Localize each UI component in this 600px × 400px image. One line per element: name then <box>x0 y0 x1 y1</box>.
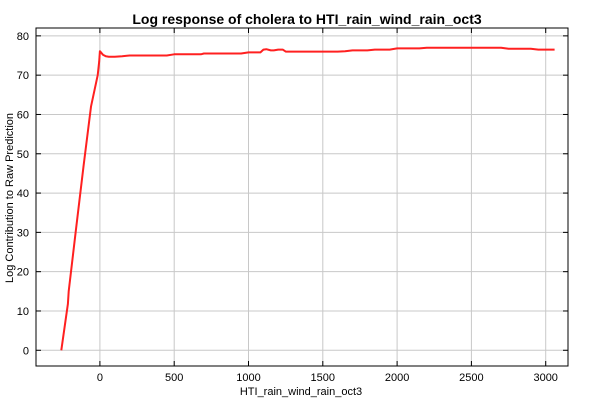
y-tick-label: 10 <box>17 306 29 318</box>
x-tick-label: 2500 <box>459 372 483 384</box>
grid <box>36 28 568 366</box>
x-axis-label: HTI_rain_wind_rain_oct3 <box>240 386 362 398</box>
y-tick-label: 40 <box>17 188 29 200</box>
x-tick-label: 1500 <box>311 372 335 384</box>
x-tick-label: 500 <box>165 372 183 384</box>
x-tick-label: 2000 <box>385 372 409 384</box>
y-tick-label: 20 <box>17 267 29 279</box>
plot-frame <box>35 27 569 367</box>
y-tick-label: 50 <box>17 149 29 161</box>
series-line <box>60 46 555 351</box>
series-layer <box>60 46 555 351</box>
y-tick-label: 30 <box>17 227 29 239</box>
y-tick-label: 70 <box>17 70 29 82</box>
y-axis-label: Log Contribution to Raw Prediction <box>4 113 16 283</box>
axis-ticks: 0 500 1000 1500 2000 2500 3000 0 10 20 30 40 50 60 70 8… <box>17 28 568 384</box>
x-tick-label: 3000 <box>533 372 557 384</box>
chart-title: Log response of cholera to HTI_rain_wind… <box>132 11 482 27</box>
x-tick-label: 0 <box>97 372 103 384</box>
x-tick-label: 1000 <box>236 372 260 384</box>
y-tick-label: 0 <box>23 345 29 357</box>
y-tick-label: 60 <box>17 109 29 121</box>
y-tick-label: 80 <box>17 31 29 43</box>
